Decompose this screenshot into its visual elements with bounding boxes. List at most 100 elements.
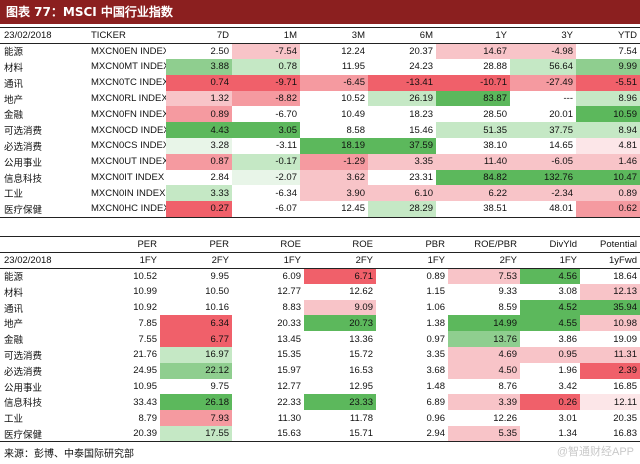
- value-cell: 9.75: [210, 381, 230, 393]
- value-cell: -2.34: [510, 185, 576, 202]
- value-cell: 56.64: [510, 59, 576, 75]
- value-cell: 38.51: [436, 201, 510, 218]
- column-header: ROE/PBR: [448, 236, 520, 253]
- table-row: 能源 10.52 9.95 6.09 6.71 0.89 7.53 4.56 18.64: [0, 268, 640, 284]
- table-row: 公用事业 10.95 9.75 12.77 12.95 1.48 8.76 3.42 16.85: [0, 379, 640, 395]
- value-cell: 22.33: [277, 396, 301, 408]
- value-cell: 3.28: [166, 138, 232, 154]
- table-row: 必选消费 24.95 22.12 15.97 16.53 3.68 4.50 1.96 2.39: [0, 362, 640, 379]
- value-cell: 3.33: [166, 185, 232, 202]
- value-cell: 3.62: [300, 169, 368, 186]
- sector-name: 医疗保健: [0, 201, 88, 218]
- value-cell: 26.19: [368, 90, 436, 107]
- value-cell: 23.33: [304, 394, 376, 411]
- value-cell: 7.54: [618, 45, 638, 57]
- column-subheader: 2FY: [304, 252, 376, 269]
- value-cell: 3.86: [558, 333, 578, 345]
- value-cell: 18.64: [613, 270, 637, 282]
- column-header: ROE: [232, 236, 304, 253]
- value-cell: 0.89: [166, 106, 232, 123]
- value-cell: 11.30: [277, 412, 301, 424]
- value-cell: 4.52: [520, 299, 580, 316]
- value-cell: 10.95: [133, 381, 157, 393]
- table-row: 通讯 10.92 10.16 8.83 9.09 1.06 8.59 4.52 35.94: [0, 299, 640, 316]
- value-cell: 8.94: [576, 122, 640, 139]
- value-cell: 9.99: [576, 59, 640, 75]
- value-cell: 10.99: [133, 286, 157, 298]
- value-cell: 20.73: [304, 315, 376, 332]
- sector-name: 通讯: [4, 78, 24, 90]
- value-cell: 4.69: [448, 347, 520, 363]
- value-cell: 12.13: [580, 283, 640, 300]
- sector-name: 金融: [4, 110, 24, 122]
- value-cell: 4.43: [166, 122, 232, 139]
- value-cell: 2.39: [580, 362, 640, 379]
- column-subheader: 1FY: [232, 252, 304, 269]
- value-cell: 20.35: [613, 412, 637, 424]
- value-cell: 0.97: [426, 333, 446, 345]
- value-cell: 23.31: [409, 172, 433, 184]
- value-cell: 15.35: [277, 349, 301, 361]
- value-cell: 0.62: [576, 201, 640, 218]
- column-header: TICKER: [88, 27, 166, 44]
- ticker-cell: MXCN0HC INDEX: [88, 201, 166, 218]
- value-cell: 8.79: [138, 412, 158, 424]
- value-cell: -0.17: [232, 153, 300, 170]
- sector-name: 可选消费: [4, 126, 43, 138]
- value-cell: 22.12: [160, 362, 232, 379]
- value-cell: 28.29: [368, 201, 436, 218]
- value-cell: 2.94: [376, 426, 448, 443]
- value-cell: 13.45: [277, 333, 301, 345]
- sector-name: 公用事业: [4, 382, 43, 394]
- value-cell: 12.11: [580, 394, 640, 411]
- sector-name: 必选消费: [4, 141, 43, 153]
- value-cell: -6.45: [300, 74, 368, 91]
- value-cell: 132.76: [510, 169, 576, 186]
- table-row: 可选消费 21.76 16.97 15.35 15.72 3.35 4.69 0.95 11.3…: [0, 347, 640, 363]
- value-cell: 20.37: [409, 45, 433, 57]
- column-header: 7D: [166, 27, 232, 44]
- value-cell: 9.95: [210, 270, 230, 282]
- value-cell: 10.16: [205, 302, 229, 314]
- value-cell: 3.39: [448, 394, 520, 411]
- date-header: 23/02/2018: [0, 27, 88, 44]
- value-cell: 18.23: [409, 108, 433, 120]
- value-cell: 20.39: [88, 426, 160, 443]
- value-cell: 3.88: [166, 59, 232, 75]
- value-cell: 11.95: [341, 61, 365, 73]
- value-cell: 6.77: [160, 331, 232, 348]
- value-cell: 1.15: [426, 286, 446, 298]
- value-cell: 1.96: [558, 365, 578, 377]
- value-cell: 33.43: [133, 396, 157, 408]
- value-cell: 14.67: [436, 43, 510, 60]
- column-header: 3M: [300, 27, 368, 44]
- ticker-cell: MXCN0UT INDEX: [91, 156, 166, 168]
- watermark: @智通财经APP: [556, 446, 634, 458]
- ticker-cell: MXCN0IT INDEX: [91, 172, 165, 184]
- value-cell: 12.62: [349, 286, 373, 298]
- value-cell: 10.52: [341, 93, 365, 105]
- value-cell: 0.27: [166, 201, 232, 218]
- value-cell: 9.09: [304, 299, 376, 316]
- sector-name: 金融: [4, 335, 24, 347]
- column-header: 1Y: [436, 27, 510, 44]
- table-row: 通讯 MXCN0TC INDEX 0.74 -9.71 -6.45 -13.41 -10.7…: [0, 74, 640, 91]
- table-row: 地产 7.85 6.34 20.33 20.73 1.38 14.99 4.55 10.98: [0, 315, 640, 332]
- value-cell: 12.24: [341, 45, 365, 57]
- value-cell: 20.33: [277, 317, 301, 329]
- column-subheader: 2FY: [448, 252, 520, 269]
- ticker-cell: MXCN0FN INDEX: [91, 108, 166, 120]
- header-row: PER PER ROE ROE PBR ROE/PBR DivYld Potential: [0, 236, 640, 253]
- value-cell: 37.75: [510, 122, 576, 139]
- sector-name: 通讯: [4, 303, 24, 315]
- value-cell: -13.41: [368, 74, 436, 91]
- value-cell: 1.32: [166, 90, 232, 107]
- date-header: 23/02/2018: [0, 252, 88, 269]
- value-cell: 24.95: [133, 365, 157, 377]
- value-cell: -8.82: [232, 90, 300, 107]
- value-cell: 13.36: [349, 333, 373, 345]
- value-cell: 16.83: [580, 426, 640, 443]
- value-cell: 12.26: [493, 412, 517, 424]
- value-cell: 3.08: [558, 286, 578, 298]
- value-cell: 10.98: [580, 315, 640, 332]
